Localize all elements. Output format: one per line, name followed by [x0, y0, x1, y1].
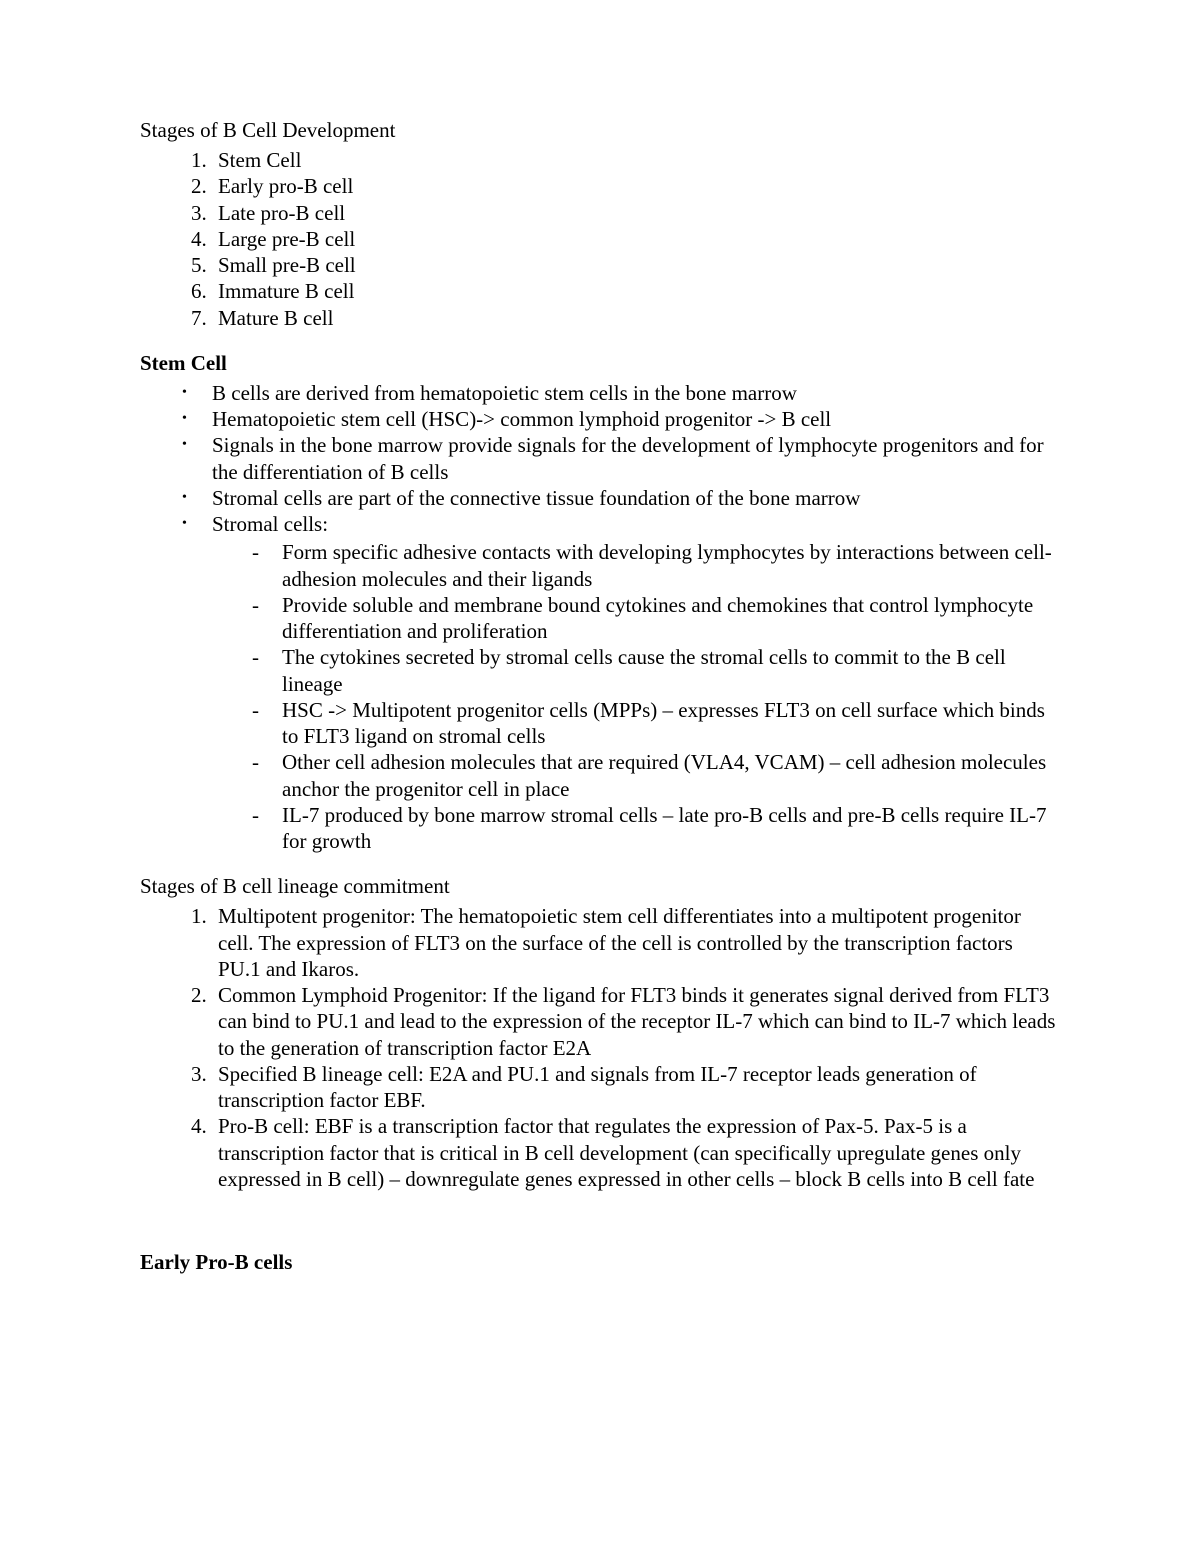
list-item: Hematopoietic stem cell (HSC)-> common l…: [182, 406, 1060, 432]
list-item: Stromal cells are part of the connective…: [182, 485, 1060, 511]
document-page: Stages of B Cell Development Stem Cell E…: [0, 0, 1200, 1553]
stemcell-list: B cells are derived from hematopoietic s…: [140, 380, 1060, 855]
list-item: Large pre-B cell: [212, 226, 1060, 252]
lineage-heading: Stages of B cell lineage commitment: [140, 874, 1060, 899]
lineage-list: Multipotent progenitor: The hematopoieti…: [140, 903, 1060, 1192]
list-item: Form specific adhesive contacts with dev…: [252, 539, 1060, 592]
list-item: Stem Cell: [212, 147, 1060, 173]
list-item: Early pro-B cell: [212, 173, 1060, 199]
list-item: Stromal cells: Form specific adhesive co…: [182, 511, 1060, 854]
list-item: Multipotent progenitor: The hematopoieti…: [212, 903, 1060, 982]
list-item: Common Lymphoid Progenitor: If the ligan…: [212, 982, 1060, 1061]
early-prob-heading: Early Pro-B cells: [140, 1250, 1060, 1275]
list-item: Mature B cell: [212, 305, 1060, 331]
list-item: Other cell adhesion molecules that are r…: [252, 749, 1060, 802]
list-item: Signals in the bone marrow provide signa…: [182, 432, 1060, 485]
list-item: Specified B lineage cell: E2A and PU.1 a…: [212, 1061, 1060, 1114]
list-item: Provide soluble and membrane bound cytok…: [252, 592, 1060, 645]
stemcell-heading: Stem Cell: [140, 351, 1060, 376]
list-item: Small pre-B cell: [212, 252, 1060, 278]
spacer: [140, 1212, 1060, 1240]
stages-heading: Stages of B Cell Development: [140, 118, 1060, 143]
list-item-label: Stromal cells:: [212, 512, 328, 536]
list-item: IL-7 produced by bone marrow stromal cel…: [252, 802, 1060, 855]
list-item: Pro-B cell: EBF is a transcription facto…: [212, 1113, 1060, 1192]
list-item: Immature B cell: [212, 278, 1060, 304]
stages-list: Stem Cell Early pro-B cell Late pro-B ce…: [140, 147, 1060, 331]
list-item: HSC -> Multipotent progenitor cells (MPP…: [252, 697, 1060, 750]
list-item: The cytokines secreted by stromal cells …: [252, 644, 1060, 697]
stromal-sublist: Form specific adhesive contacts with dev…: [212, 539, 1060, 854]
list-item: Late pro-B cell: [212, 200, 1060, 226]
list-item: B cells are derived from hematopoietic s…: [182, 380, 1060, 406]
